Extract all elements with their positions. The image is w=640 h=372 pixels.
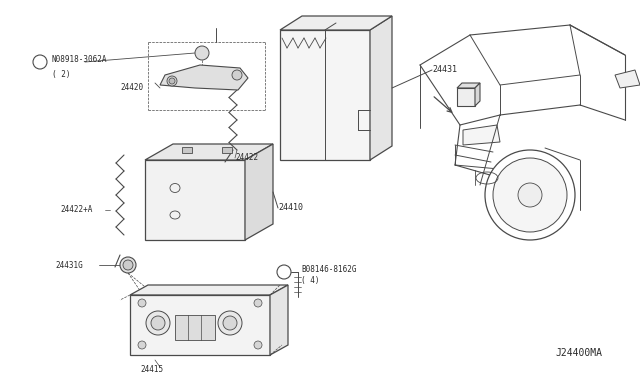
Circle shape <box>254 341 262 349</box>
Text: B08146-8162G: B08146-8162G <box>301 266 356 275</box>
Circle shape <box>167 76 177 86</box>
Text: 24431: 24431 <box>432 65 457 74</box>
Circle shape <box>485 150 575 240</box>
Text: 24422: 24422 <box>235 154 258 163</box>
Circle shape <box>169 78 175 84</box>
Text: J24400MA: J24400MA <box>555 348 602 358</box>
Text: N: N <box>38 59 42 65</box>
Text: ( 4): ( 4) <box>301 276 319 285</box>
Text: 24415: 24415 <box>140 365 163 372</box>
Circle shape <box>518 183 542 207</box>
Circle shape <box>223 316 237 330</box>
Polygon shape <box>145 144 273 160</box>
Polygon shape <box>463 125 500 145</box>
Circle shape <box>138 299 146 307</box>
Polygon shape <box>182 147 192 153</box>
Circle shape <box>146 311 170 335</box>
Polygon shape <box>615 70 640 88</box>
Polygon shape <box>270 285 288 355</box>
Circle shape <box>151 316 165 330</box>
Polygon shape <box>457 88 475 106</box>
Polygon shape <box>145 160 245 240</box>
Circle shape <box>277 265 291 279</box>
Polygon shape <box>160 65 248 90</box>
Text: ( 2): ( 2) <box>52 70 70 79</box>
Circle shape <box>123 260 133 270</box>
Polygon shape <box>245 144 273 240</box>
Circle shape <box>493 158 567 232</box>
Polygon shape <box>130 285 288 295</box>
Polygon shape <box>175 315 215 340</box>
Polygon shape <box>457 83 480 88</box>
Circle shape <box>232 70 242 80</box>
Circle shape <box>120 257 136 273</box>
Text: B: B <box>282 269 286 275</box>
Circle shape <box>218 311 242 335</box>
Polygon shape <box>222 147 232 153</box>
Polygon shape <box>130 295 270 355</box>
Text: 24431G: 24431G <box>55 260 83 269</box>
Polygon shape <box>280 30 370 160</box>
Circle shape <box>195 46 209 60</box>
Circle shape <box>138 341 146 349</box>
Polygon shape <box>475 83 480 106</box>
Polygon shape <box>280 16 392 30</box>
Circle shape <box>33 55 47 69</box>
Text: N08918-3062A: N08918-3062A <box>52 55 108 64</box>
Text: 24410: 24410 <box>278 203 303 212</box>
Text: 24420: 24420 <box>120 83 143 93</box>
Text: 24422+A: 24422+A <box>60 205 92 215</box>
Polygon shape <box>370 16 392 160</box>
Circle shape <box>254 299 262 307</box>
